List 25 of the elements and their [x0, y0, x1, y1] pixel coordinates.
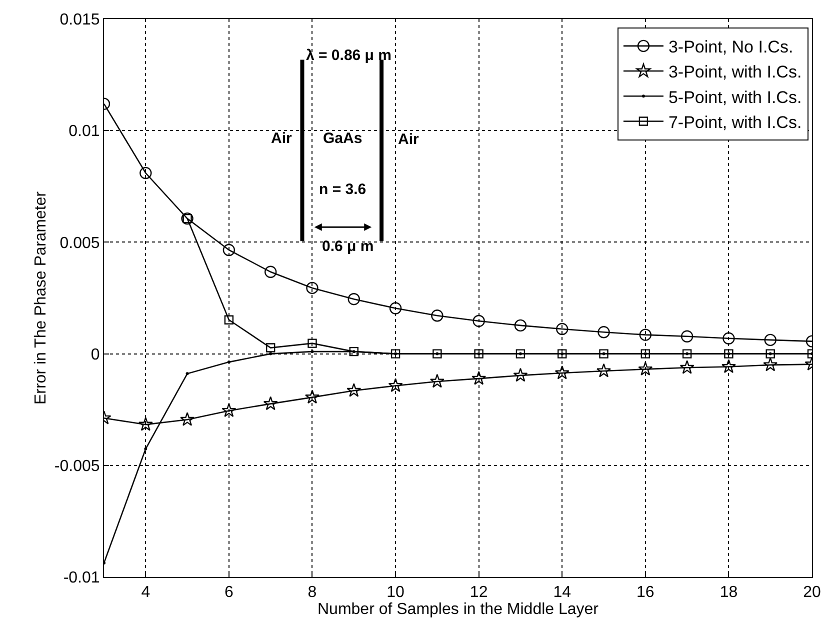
x-tick-label: 14 — [553, 584, 572, 602]
y-tick-label: 0.01 — [68, 123, 100, 140]
annotation: Air — [398, 131, 419, 148]
annotation: Air — [271, 130, 292, 147]
x-tick-label: 18 — [720, 584, 738, 602]
x-tick-label: 12 — [470, 584, 488, 602]
annotation: GaAs — [323, 130, 362, 147]
y-tick-label: -0.005 — [54, 458, 100, 475]
y-tick-label: 0.015 — [60, 12, 100, 29]
annotation: n = 3.6 — [319, 181, 366, 198]
x-tick-label: 20 — [803, 584, 821, 602]
x-tick-label: 10 — [386, 584, 405, 602]
y-tick-label: -0.01 — [63, 570, 100, 587]
legend-label: 3-Point, with I.Cs. — [668, 62, 802, 82]
y-tick-label: 0.005 — [60, 234, 100, 252]
legend-label: 3-Point, No I.Cs. — [668, 38, 794, 57]
legend-label: 7-Point, with I.Cs. — [668, 112, 802, 132]
x-tick-label: 16 — [636, 584, 654, 602]
y-tick-label: 0 — [90, 346, 100, 364]
x-tick-label: 4 — [141, 584, 150, 602]
x-tick-label: 6 — [224, 584, 234, 602]
y-axis-title: Error in The Phase Parameter — [32, 190, 50, 405]
legend-label: 5-Point, with I.Cs. — [668, 88, 802, 107]
x-axis-title: Number of Samples in the Middle Layer — [317, 601, 600, 618]
x-tick-label: 8 — [308, 584, 317, 602]
